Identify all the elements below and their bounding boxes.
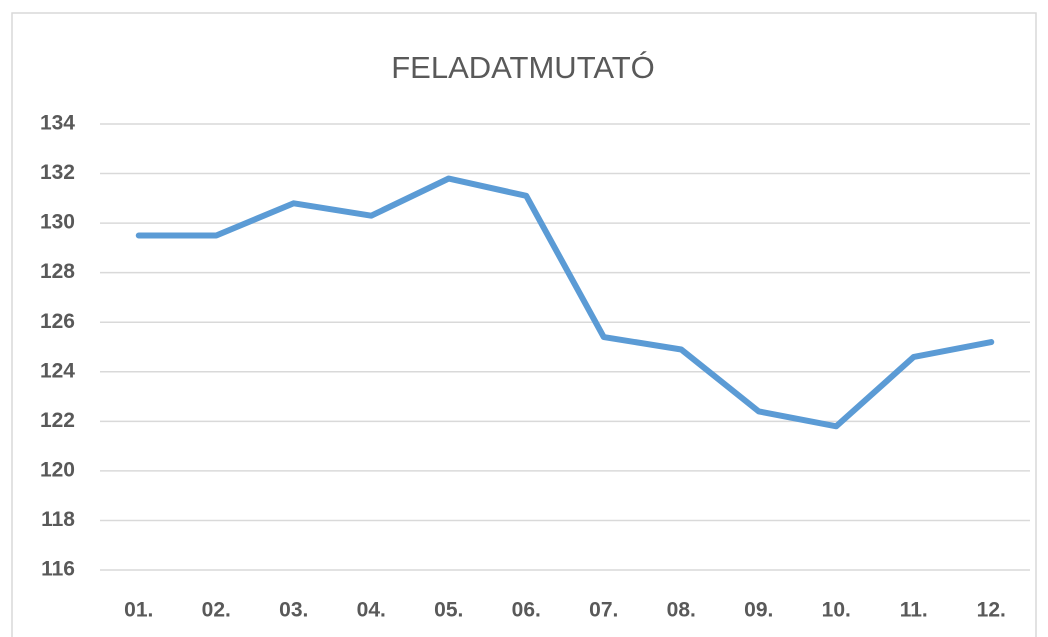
x-tick-label: 02. — [202, 599, 231, 622]
y-tick-label: 118 — [41, 508, 75, 531]
x-tick-label: 05. — [434, 599, 463, 622]
y-tick-label: 134 — [40, 112, 75, 135]
y-tick-label: 122 — [40, 409, 75, 432]
y-tick-label: 130 — [40, 211, 75, 234]
y-tick-label: 126 — [40, 310, 75, 333]
x-tick-label: 03. — [279, 599, 308, 622]
x-tick-label: 10. — [822, 599, 851, 622]
y-tick-label: 132 — [40, 161, 75, 184]
y-tick-label: 116 — [41, 558, 75, 581]
x-tick-label: 12. — [977, 599, 1006, 622]
x-tick-label: 04. — [357, 599, 386, 622]
x-tick-label: 01. — [124, 599, 153, 622]
chart-title: FELADATMUTATÓ — [391, 50, 655, 85]
x-tick-label: 11. — [900, 599, 928, 622]
chart-frame — [11, 12, 1037, 637]
y-tick-label: 120 — [40, 458, 75, 481]
x-tick-label: 06. — [512, 599, 541, 622]
x-tick-label: 08. — [667, 599, 696, 622]
x-tick-label: 09. — [744, 599, 773, 622]
y-tick-label: 128 — [40, 260, 75, 283]
data-line — [135, 175, 995, 430]
y-tick-label: 124 — [40, 359, 75, 382]
x-tick-label: 07. — [589, 599, 618, 622]
